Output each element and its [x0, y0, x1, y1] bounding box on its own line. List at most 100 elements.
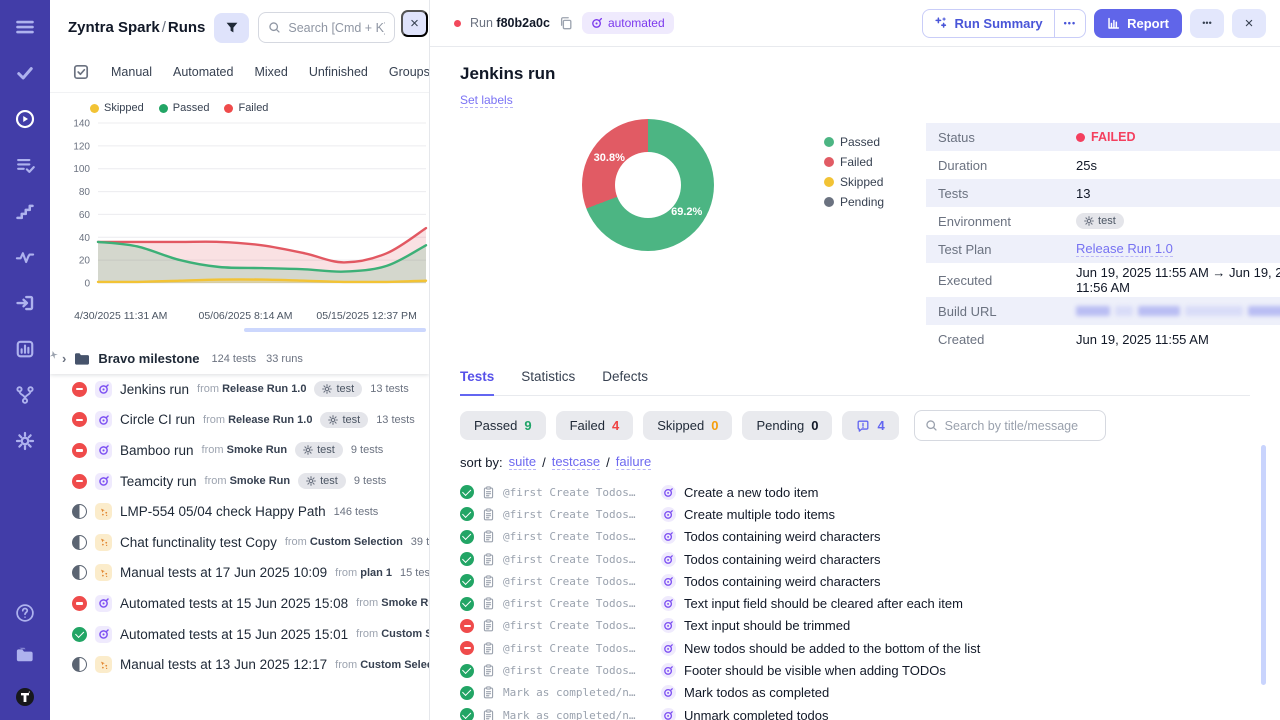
run-list-item[interactable]: Chat functinality test Copy from Custom …	[50, 527, 429, 558]
test-row[interactable]: @first Create Todos… Footer should be vi…	[460, 659, 1280, 681]
clipboard-icon	[482, 486, 495, 499]
run-list-item[interactable]: Jenkins run from Release Run 1.0 test 13…	[50, 374, 429, 405]
report-button[interactable]: Report	[1094, 9, 1182, 38]
svg-text:40: 40	[79, 233, 91, 244]
run-id-crumb: Run f80b2a0c	[470, 16, 550, 30]
select-all-icon[interactable]	[72, 63, 90, 81]
tests-search-input[interactable]: Search by title/message	[914, 410, 1106, 441]
test-row[interactable]: @first Create Todos… Todos containing we…	[460, 570, 1280, 592]
test-row[interactable]: @first Create Todos… Text input should b…	[460, 615, 1280, 637]
status-failed-icon	[72, 596, 87, 611]
status-passed-icon	[460, 530, 474, 544]
test-plan-link[interactable]: Release Run 1.0	[1076, 241, 1173, 257]
run-list-item[interactable]: Manual tests at 17 Jun 2025 10:09 from p…	[50, 558, 429, 589]
branches-icon[interactable]	[14, 384, 36, 406]
automated-run-icon	[95, 595, 112, 612]
automated-run-icon	[661, 685, 676, 700]
set-labels-link[interactable]: Set labels	[460, 93, 513, 108]
run-tests-count: 146 tests	[334, 506, 379, 518]
run-source: from Release Run 1.0	[203, 414, 312, 426]
status-unfinished-icon	[72, 504, 87, 519]
status-passed-icon	[460, 485, 474, 499]
svg-text:100: 100	[73, 164, 90, 175]
run-list-item[interactable]: Automated tests at 15 Jun 2025 15:01 fro…	[50, 619, 429, 650]
tab-tests[interactable]: Tests	[460, 369, 494, 396]
tab-manual[interactable]: Manual	[111, 65, 152, 79]
svg-text:140: 140	[73, 119, 90, 130]
run-list-item[interactable]: Automated tests at 15 Jun 2025 15:08 fro…	[50, 588, 429, 619]
more-actions-button[interactable]: •••	[1190, 9, 1224, 38]
svg-text:20: 20	[79, 256, 91, 267]
horizontal-scrollbar[interactable]	[244, 328, 426, 332]
panel-close-button[interactable]: ×	[401, 10, 428, 37]
run-list-item[interactable]: Teamcity run from Smoke Run test 9 tests	[50, 466, 429, 497]
detail-label: Duration	[938, 158, 1076, 173]
run-source: from Smoke Run	[356, 597, 429, 609]
run-name: Manual tests at 13 Jun 2025 12:17	[120, 657, 327, 672]
status-failed-icon	[72, 443, 87, 458]
app-logo[interactable]	[14, 686, 36, 708]
run-tests-count: 9 tests	[351, 444, 383, 456]
detail-label: Created	[938, 332, 1076, 347]
sort-by-label: sort by:	[460, 455, 503, 470]
filter-comments-pill[interactable]: 4	[842, 411, 898, 440]
import-icon[interactable]	[14, 292, 36, 314]
tab-automated[interactable]: Automated	[173, 65, 233, 79]
test-suite: @first Create Todos…	[503, 597, 653, 610]
automated-run-icon	[661, 529, 676, 544]
milestone-tests-count: 124 tests	[212, 353, 257, 365]
run-summary-button[interactable]: Run Summary •••	[922, 9, 1087, 38]
test-title: Mark todos as completed	[684, 685, 829, 700]
filter-skipped-pill[interactable]: Skipped0	[643, 411, 732, 440]
filter-failed-pill[interactable]: Failed4	[556, 411, 634, 440]
chevron-right-icon[interactable]: ›	[62, 351, 66, 366]
test-row[interactable]: @first Create Todos… Text input field sh…	[460, 592, 1280, 614]
test-row[interactable]: Mark as completed/n… Mark todos as compl…	[460, 682, 1280, 704]
copy-icon[interactable]	[559, 16, 573, 30]
test-suite: @first Create Todos…	[503, 664, 653, 677]
tab-mixed[interactable]: Mixed	[254, 65, 287, 79]
build-url-redacted	[1076, 306, 1280, 316]
donut-slice-label: 30.8%	[594, 152, 625, 164]
filter-pending-pill[interactable]: Pending0	[742, 411, 832, 440]
runs-play-icon[interactable]	[14, 108, 36, 130]
automated-badge[interactable]: automated	[582, 12, 674, 34]
run-list-item[interactable]: Circle CI run from Release Run 1.0 test …	[50, 405, 429, 436]
test-row[interactable]: @first Create Todos… Create a new todo i…	[460, 481, 1280, 503]
run-source: from Custom Selection	[335, 659, 429, 671]
analytics-icon[interactable]	[14, 338, 36, 360]
run-list-item[interactable]: Bamboo run from Smoke Run test 9 tests	[50, 435, 429, 466]
milestone-group-row[interactable]: › Bravo milestone 124 tests 33 runs	[50, 343, 429, 374]
legend-item: Failed	[824, 155, 884, 169]
tab-groups[interactable]: Groups	[389, 65, 430, 79]
test-row[interactable]: @first Create Todos… Todos containing we…	[460, 526, 1280, 548]
sort-by-suite[interactable]: suite	[509, 454, 536, 470]
help-icon[interactable]	[14, 602, 36, 624]
tab-defects[interactable]: Defects	[602, 369, 648, 395]
runs-panel: × Zyntra Spark/Runs Search [Cmd + K] Man…	[50, 0, 430, 720]
steps-icon[interactable]	[14, 200, 36, 222]
tab-statistics[interactable]: Statistics	[521, 369, 575, 395]
test-row[interactable]: @first Create Todos… New todos should be…	[460, 637, 1280, 659]
checkmark-icon[interactable]	[14, 62, 36, 84]
filter-passed-pill[interactable]: Passed9	[460, 411, 546, 440]
run-summary-more-button[interactable]: •••	[1054, 10, 1085, 37]
list-check-icon[interactable]	[14, 154, 36, 176]
search-input[interactable]: Search [Cmd + K]	[258, 12, 395, 43]
filter-button[interactable]	[214, 13, 249, 43]
vertical-scrollbar[interactable]	[1261, 445, 1266, 685]
run-list-item[interactable]: LMP-554 05/04 check Happy Path 146 tests	[50, 496, 429, 527]
run-list-item[interactable]: Manual tests at 13 Jun 2025 12:17 from C…	[50, 649, 429, 680]
tab-unfinished[interactable]: Unfinished	[309, 65, 368, 79]
pulse-icon[interactable]	[14, 246, 36, 268]
sort-by-testcase[interactable]: testcase	[552, 454, 600, 470]
test-row[interactable]: @first Create Todos… Create multiple tod…	[460, 503, 1280, 525]
sort-by-failure[interactable]: failure	[616, 454, 651, 470]
chart-legend: SkippedPassedFailed	[62, 102, 429, 114]
settings-gear-icon[interactable]	[14, 430, 36, 452]
menu-icon[interactable]	[14, 16, 36, 38]
test-row[interactable]: @first Create Todos… Todos containing we…	[460, 548, 1280, 570]
close-run-button[interactable]: ×	[1232, 9, 1266, 38]
projects-folder-icon[interactable]	[14, 644, 36, 666]
test-row[interactable]: Mark as completed/n… Unmark completed to…	[460, 704, 1280, 720]
